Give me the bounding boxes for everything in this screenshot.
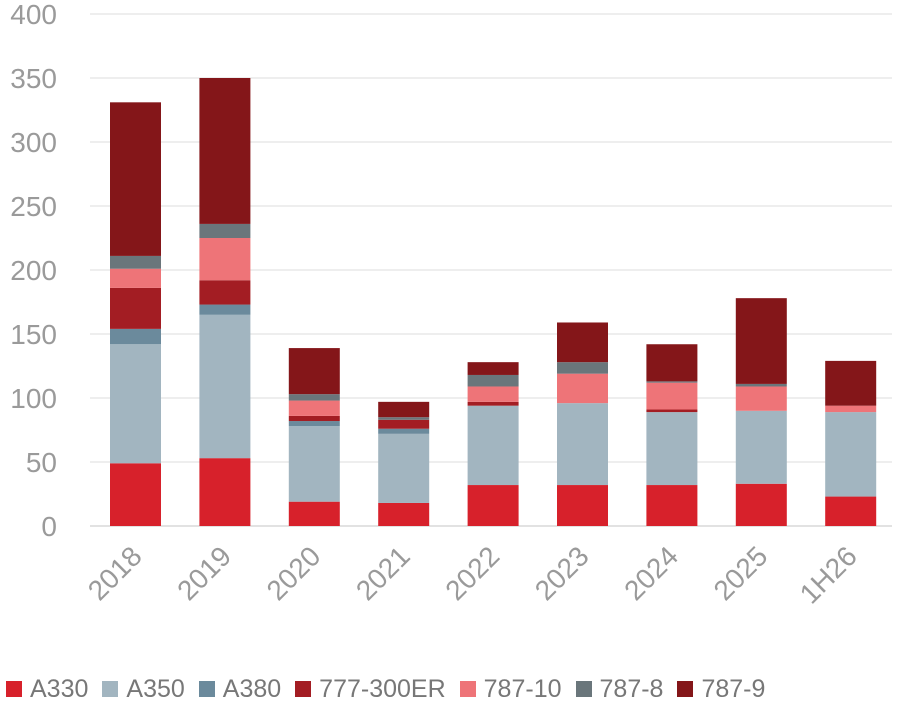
x-tick-label: 2019 — [171, 540, 237, 606]
legend-swatch — [295, 681, 312, 697]
bar-segment-787-9-2024 — [646, 344, 698, 382]
legend-item-787-10: 787-10 — [459, 674, 562, 704]
legend-swatch — [102, 681, 119, 697]
x-tick-label: 2021 — [350, 540, 416, 606]
legend-label: 787-10 — [483, 674, 562, 703]
bar-segment-a330-2020 — [288, 501, 340, 526]
legend-label: 787-9 — [701, 674, 766, 703]
bar-segment-a350-2022 — [467, 405, 519, 486]
bar-segment-787-8-2018 — [110, 255, 161, 269]
bar-segment-a330-2018 — [110, 463, 161, 526]
y-tick-label: 200 — [10, 255, 57, 286]
bar-segment-787-10-2023 — [557, 373, 608, 404]
bar-segment-a350-2020 — [288, 426, 340, 502]
bar-segment-a330-2023 — [557, 485, 608, 526]
bar-segment-787-8-2024 — [646, 381, 698, 383]
bar-segment-777-300er-2020 — [288, 415, 340, 422]
legend: A330 A350 A380 777-300ER 787-10 787-8 787-9 — [6, 674, 900, 704]
bar-segment-a350-2021 — [378, 433, 430, 503]
bar-segment-787-8-2025 — [735, 383, 787, 387]
bar-segment-a330-2021 — [378, 502, 430, 526]
y-tick-label: 400 — [10, 0, 57, 30]
y-tick-label: 0 — [41, 511, 57, 542]
x-tick-label: 2023 — [529, 540, 595, 606]
legend-item-787-8: 787-8 — [575, 674, 664, 704]
bar-segment-a380-2020 — [288, 421, 340, 427]
bar-segment-787-9-2020 — [288, 348, 340, 395]
bar-segment-787-10-2020 — [288, 400, 340, 416]
legend-item-777-300er: 777-300ER — [295, 674, 446, 704]
legend-item-a350: A350 — [102, 674, 185, 704]
legend-label: A350 — [126, 674, 185, 703]
legend-item-a330: A330 — [6, 675, 88, 704]
bar-segment-787-10-2025 — [735, 386, 787, 411]
bar-segment-777-300er-2024 — [646, 409, 698, 413]
legend-swatch — [677, 681, 694, 697]
bar-segment-787-10-2022 — [467, 386, 519, 402]
legend-swatch — [459, 681, 476, 697]
x-tick-label: 1H26 — [794, 540, 863, 609]
y-tick-label: 50 — [26, 447, 57, 478]
x-axis: 2018 2019 2020 2021 2022 2023 2024 2025 1H26 — [82, 540, 863, 609]
bars — [110, 78, 877, 526]
bar-segment-a380-2018 — [110, 328, 161, 345]
bar-segment-777-300er-2019 — [199, 280, 251, 305]
bar-segment-777-300er-2021 — [378, 419, 430, 429]
bar-segment-a330-2019 — [199, 458, 251, 526]
bar-segment-787-10-2018 — [110, 268, 161, 288]
bar-segment-787-9-2021 — [378, 401, 430, 418]
bar-segment-a350-2018 — [110, 344, 161, 464]
x-tick-label: 2024 — [618, 540, 684, 606]
bar-segment-a350-2024 — [646, 412, 698, 486]
bar-segment-a330-2025 — [735, 483, 787, 526]
bar-segment-787-9-2022 — [467, 362, 519, 375]
y-tick-label: 150 — [10, 319, 57, 350]
y-tick-label: 100 — [10, 383, 57, 414]
x-tick-label: 2018 — [82, 540, 148, 606]
legend-swatch — [6, 681, 22, 697]
bar-segment-787-8-2023 — [557, 362, 608, 374]
bar-segment-a350-2023 — [557, 403, 608, 486]
bar-segment-a330-1h26 — [825, 496, 877, 526]
legend-label: 787-8 — [599, 674, 664, 703]
bar-segment-a350-2019 — [199, 314, 251, 459]
bar-segment-787-8-2022 — [467, 374, 519, 387]
legend-label: A330 — [30, 674, 89, 703]
bar-segment-787-9-2025 — [735, 298, 787, 384]
legend-swatch — [198, 681, 215, 697]
bar-segment-787-8-2021 — [378, 417, 430, 420]
bar-segment-777-300er-2018 — [110, 287, 161, 329]
bar-segment-787-9-2019 — [199, 78, 251, 224]
bar-segment-787-9-2018 — [110, 102, 161, 256]
legend-item-a380: A380 — [198, 674, 282, 704]
x-tick-label: 2025 — [708, 540, 774, 606]
legend-item-787-9: 787-9 — [677, 675, 765, 704]
bar-segment-a350-2025 — [735, 410, 787, 484]
bar-segment-787-10-1h26 — [825, 405, 877, 413]
bar-segment-a380-2019 — [199, 304, 251, 315]
bar-segment-a330-2022 — [467, 485, 519, 526]
y-tick-label: 250 — [10, 191, 57, 222]
bar-segment-787-10-2024 — [646, 382, 698, 410]
y-tick-label: 350 — [10, 63, 57, 94]
bar-segment-787-10-2019 — [199, 238, 251, 281]
y-axis: 0 50 100 150 200 250 300 350 400 — [10, 0, 57, 542]
bar-segment-a330-2024 — [646, 485, 698, 526]
bar-segment-787-8-2020 — [288, 394, 340, 401]
y-tick-label: 300 — [10, 127, 57, 158]
x-tick-label: 2022 — [439, 540, 505, 606]
bar-segment-787-8-2019 — [199, 223, 251, 238]
legend-label: 777-300ER — [319, 674, 446, 703]
bar-segment-777-300er-2022 — [467, 401, 519, 406]
legend-label: A380 — [222, 674, 282, 703]
x-tick-label: 2020 — [261, 540, 327, 606]
bar-segment-787-9-2023 — [557, 322, 608, 363]
bar-segment-a380-2021 — [378, 428, 430, 434]
legend-swatch — [575, 681, 592, 697]
bar-segment-787-9-1h26 — [825, 360, 877, 406]
bar-segment-a350-1h26 — [825, 412, 877, 497]
